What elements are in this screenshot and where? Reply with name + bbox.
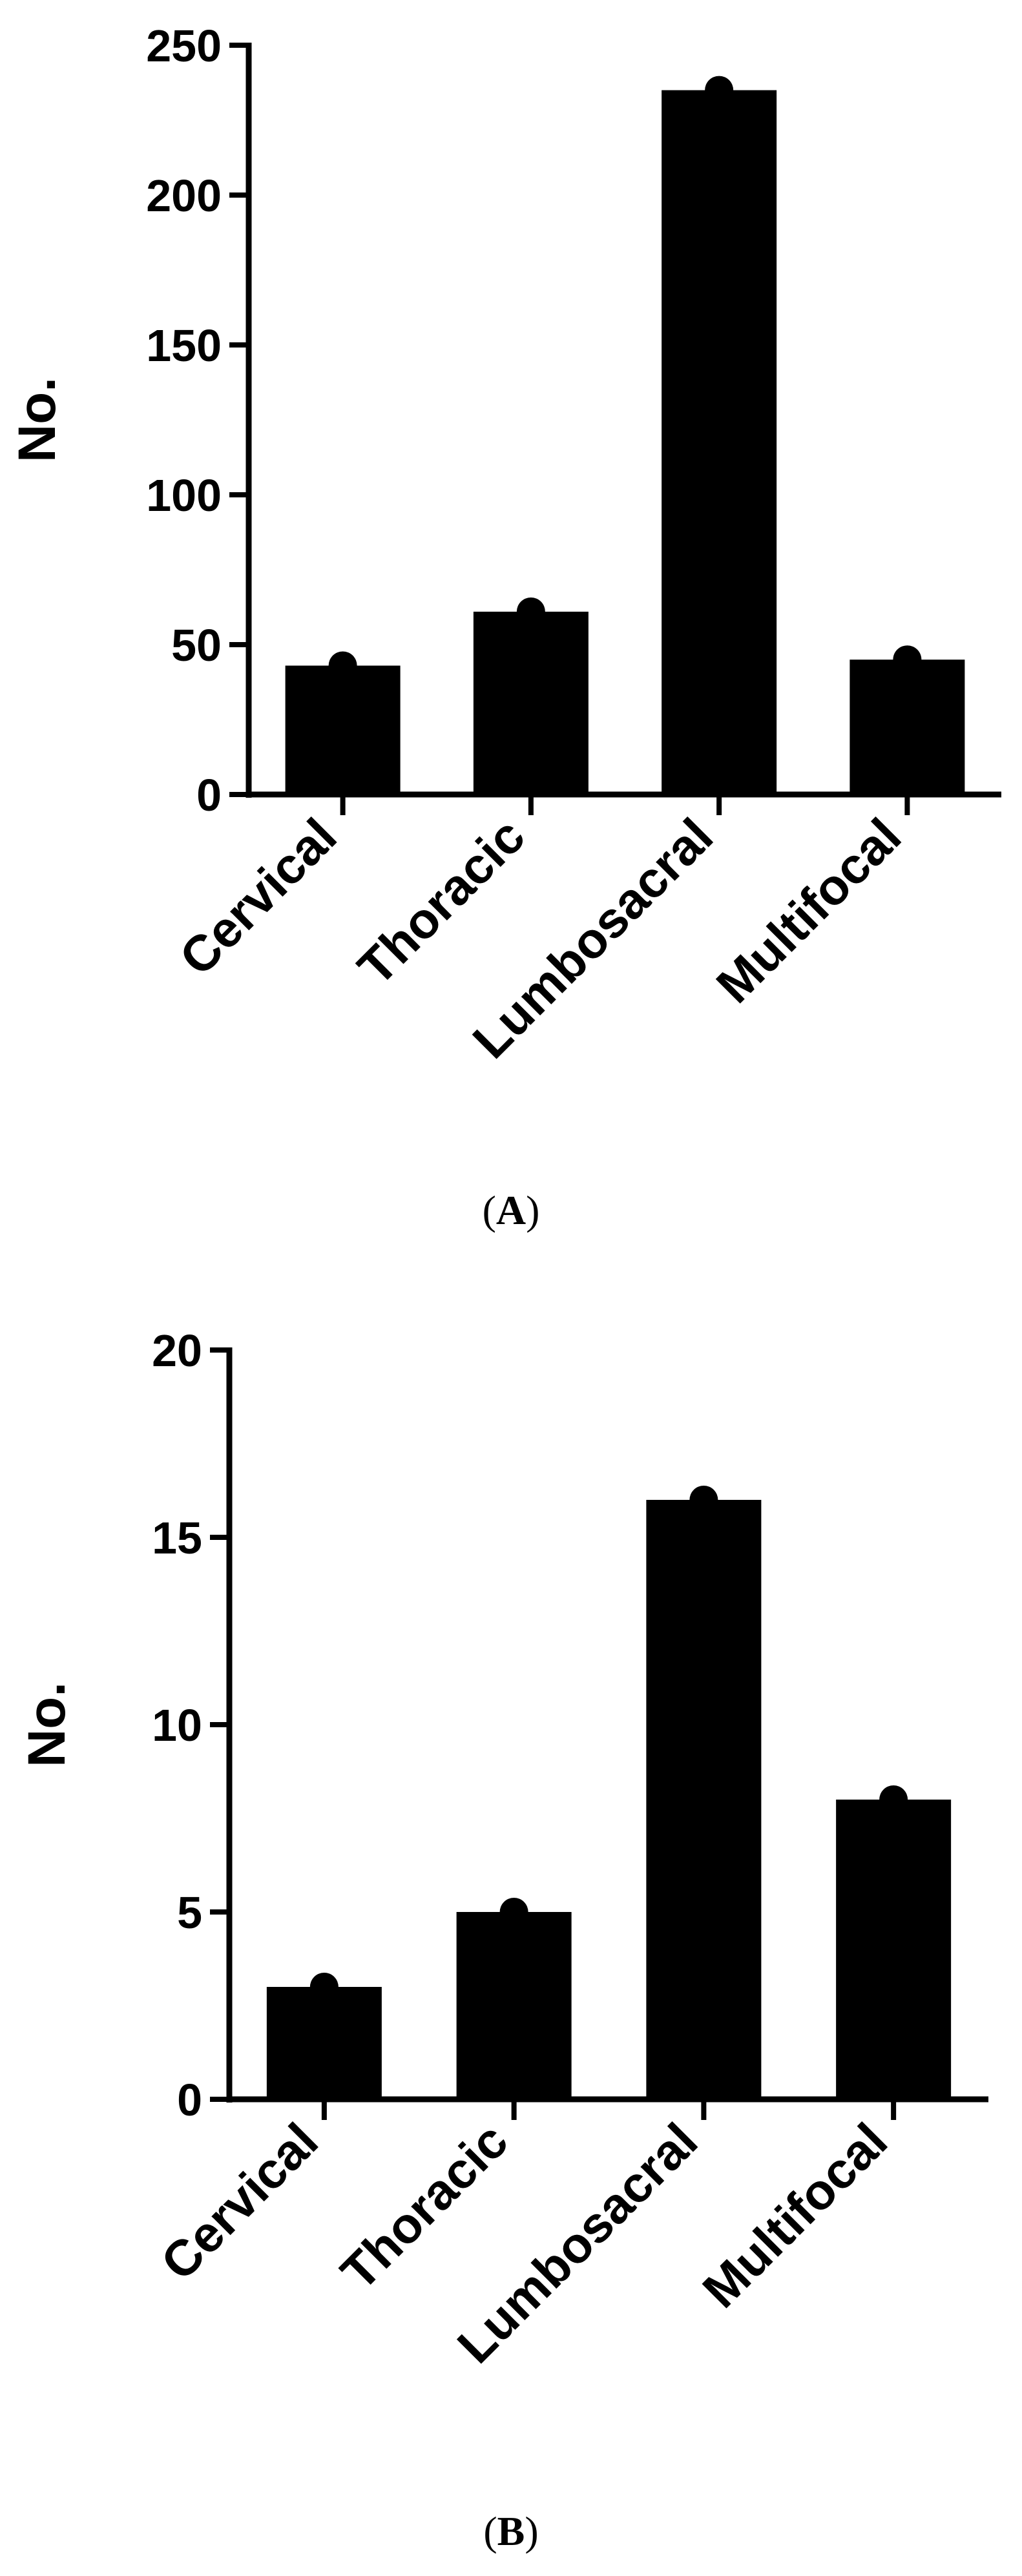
panel-a-x-tick-label-thoracic: Thoracic [347,807,536,996]
panel-b-bar-lumbosacral [646,1500,762,2099]
panel-a-bar-multifocal [850,660,965,795]
panel-a-x-tick-label-cervical: Cervical [169,807,348,986]
panel-a-point-lumbosacral [705,76,734,105]
panel-b-point-multifocal [879,1785,908,1814]
panel-b-bar-thoracic [456,1912,572,2099]
panel-b-bar-multifocal [836,1800,952,2099]
panel-a-y-tick-label-150: 150 [146,320,222,371]
panel-b-x-tick-label-cervical: Cervical [150,2112,329,2291]
panel-a-bar-lumbosacral [662,90,777,795]
panel-b-y-tick-label-20: 20 [152,1325,202,1376]
panel-a-point-thoracic [516,597,545,626]
panel-a-y-tick-label-200: 200 [146,171,222,221]
panel-b-x-tick-label-multifocal: Multifocal [692,2112,899,2319]
panel-a-caption: (A) [483,1187,540,1233]
panel-a-y-axis-title: No. [8,377,67,462]
panel-a-y-tick-label-50: 50 [171,620,222,670]
panel-a-point-multifocal [893,645,922,674]
panel-b-caption: (B) [483,2508,538,2554]
panel-b-y-axis-title: No. [17,1682,76,1767]
panel-a-y-tick-label-250: 250 [146,21,222,71]
panel-b-y-tick-label-15: 15 [152,1513,202,1563]
panel-a-x-tick-label-multifocal: Multifocal [705,807,912,1014]
panel-b-point-cervical [309,1973,339,2001]
panel-b-x-tick-label-thoracic: Thoracic [330,2112,519,2301]
panel-b-y-tick-label-10: 10 [152,1700,202,1750]
panel-a-bar-cervical [285,665,401,795]
panel-b-bar-cervical [266,1987,382,2099]
panel-a-y-tick-label-100: 100 [146,470,222,521]
panel-a-point-cervical [328,651,357,680]
panel-b-y-tick-label-5: 5 [177,1887,202,1938]
panel-b-point-thoracic [499,1898,528,1926]
panel-b-y-tick-label-0: 0 [177,2075,202,2125]
panel-a-bar-thoracic [473,611,589,795]
panel-b-point-lumbosacral [689,1486,718,1514]
panel-a-y-tick-label-0: 0 [196,770,222,820]
